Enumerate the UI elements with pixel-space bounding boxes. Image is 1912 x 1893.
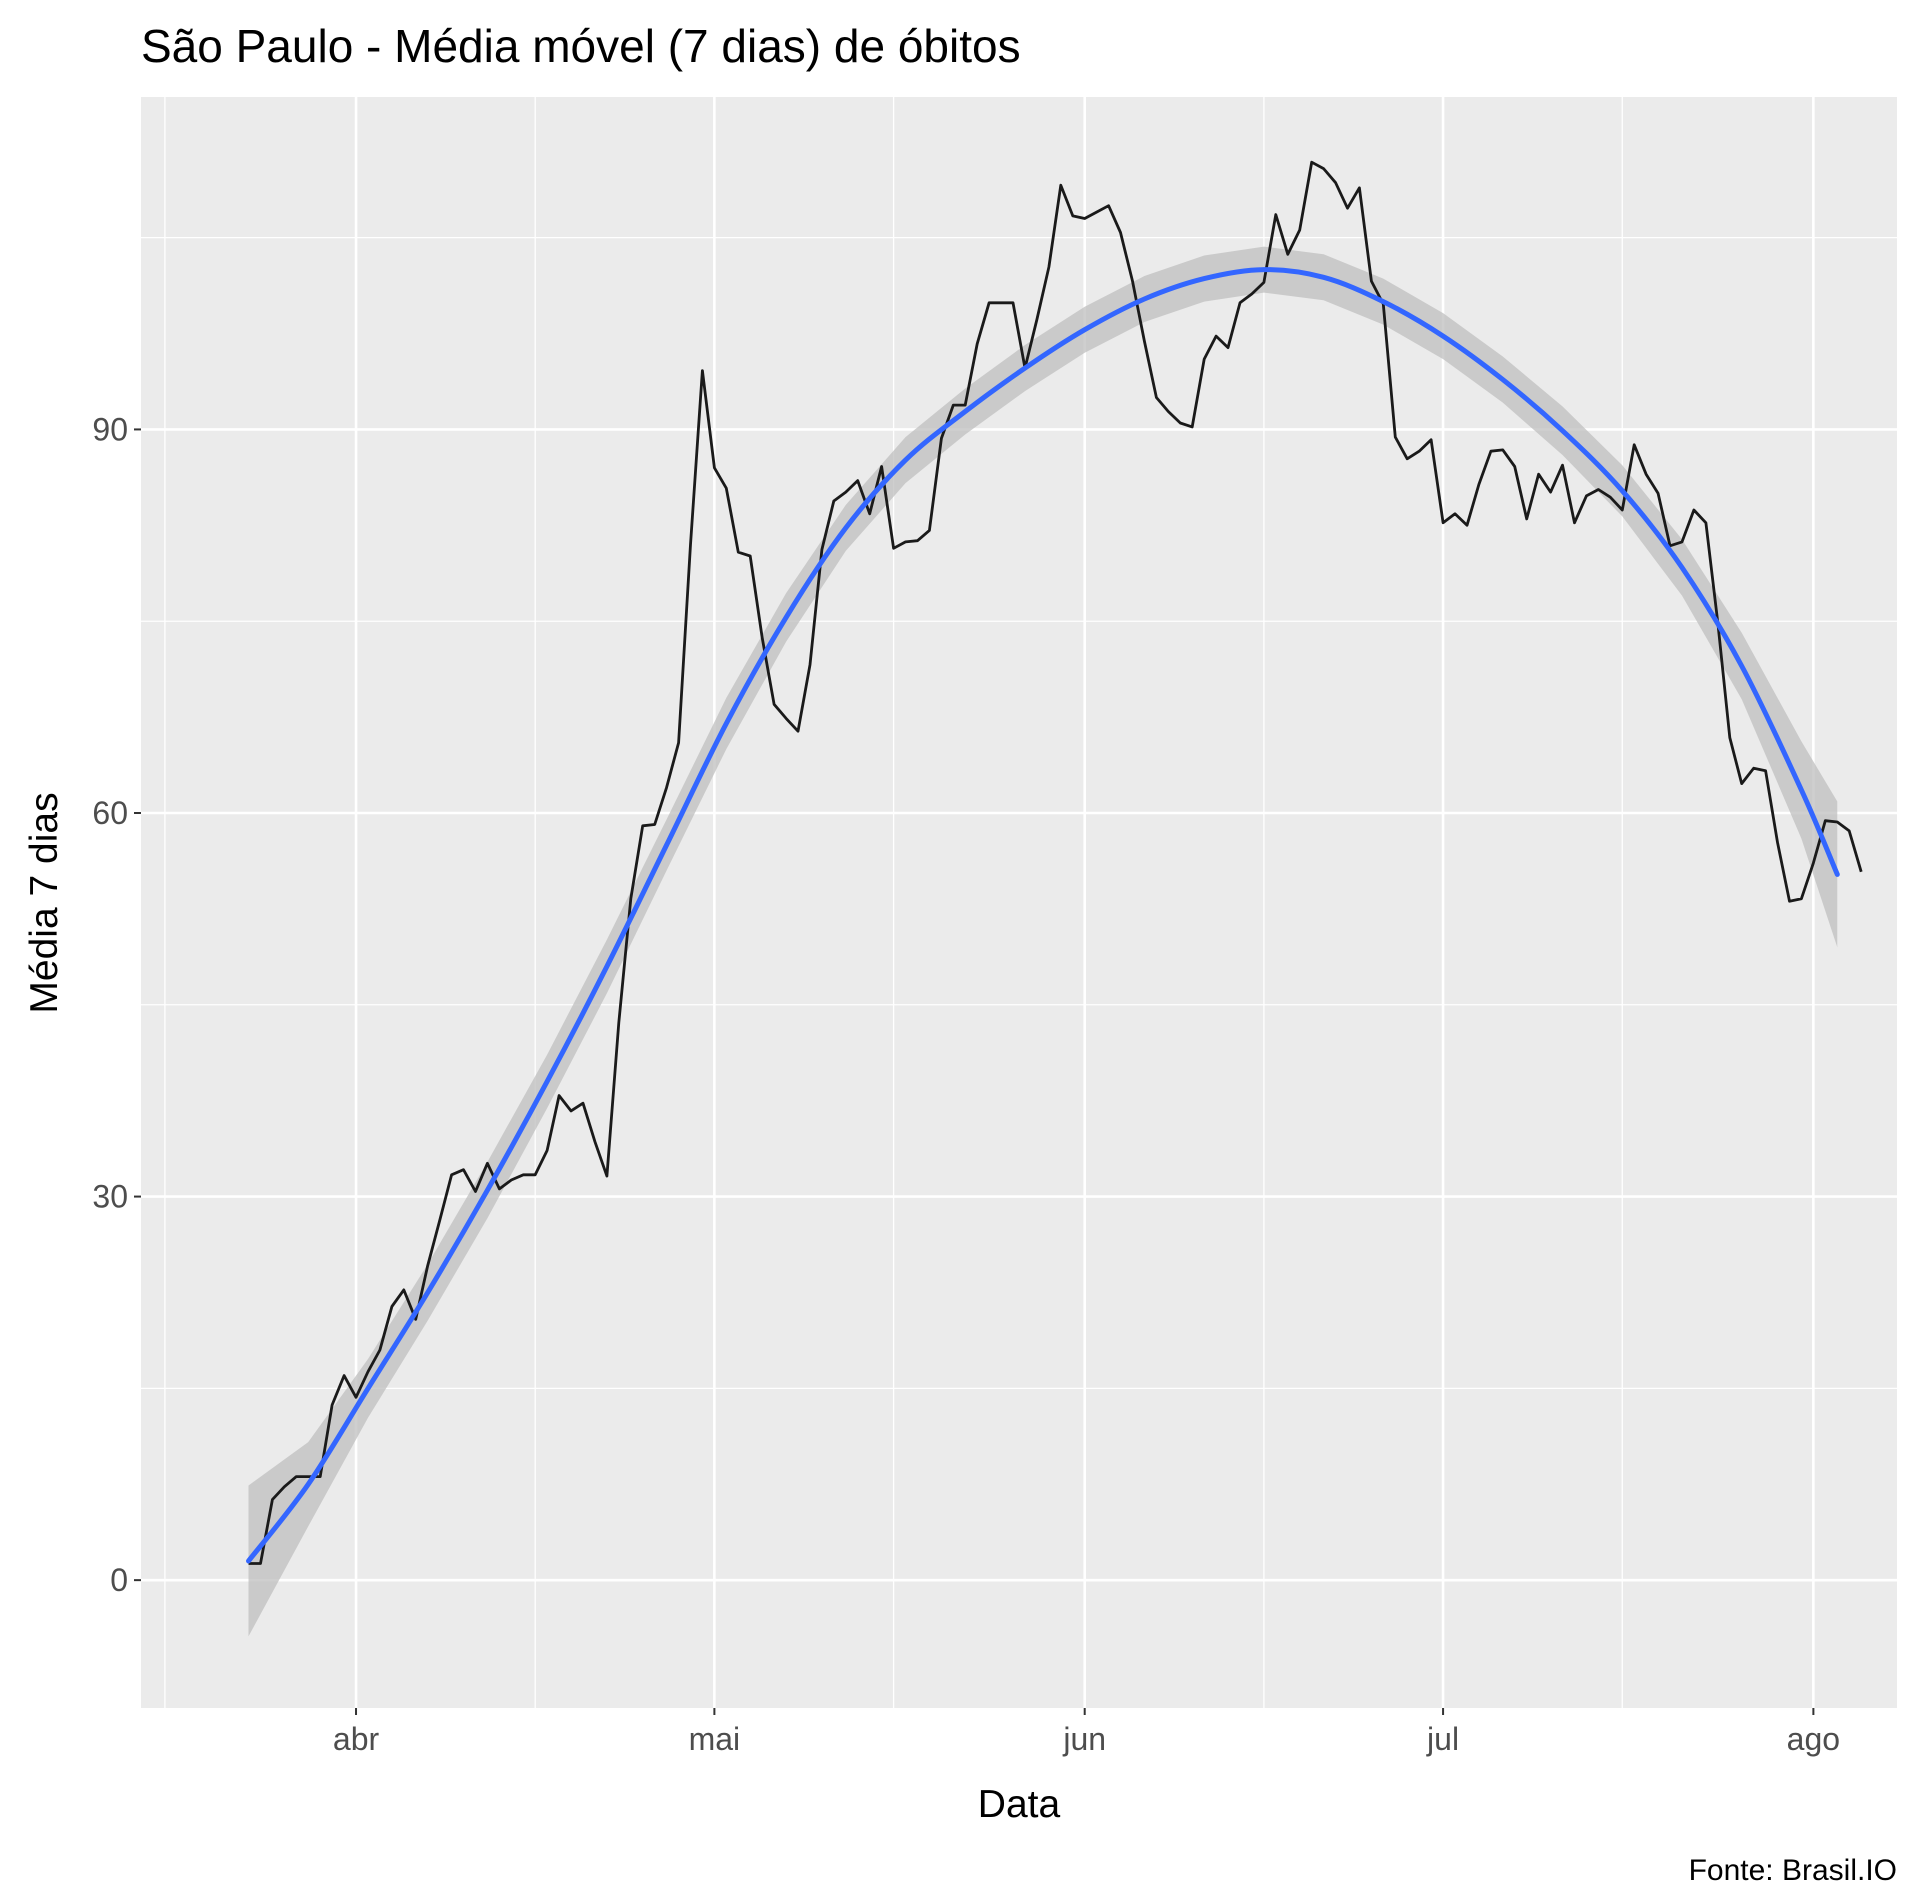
minor-gridlines (141, 97, 1897, 1708)
y-axis-title: Média 7 dias (23, 792, 66, 1013)
x-tick-label: abr (333, 1721, 380, 1757)
x-tick-label: jul (1426, 1721, 1459, 1757)
y-tick-label: 90 (92, 411, 128, 447)
y-tick-label: 60 (92, 795, 128, 831)
x-tick-label: ago (1787, 1721, 1840, 1757)
daily-series-line (248, 160, 1863, 1565)
daily-series-layer (248, 160, 1863, 1565)
smooth-trend-layer (246, 267, 1840, 1564)
x-axis-title: Data (978, 1783, 1061, 1826)
source-caption: Fonte: Brasil.IO (1689, 1854, 1897, 1887)
x-tick-label: mai (689, 1721, 741, 1757)
smooth-trend-line (246, 267, 1840, 1564)
x-tick-label: jun (1062, 1721, 1106, 1757)
major-gridlines (141, 97, 1897, 1708)
chart-title: São Paulo - Média móvel (7 dias) de óbit… (141, 20, 1021, 72)
y-tick-label: 0 (110, 1562, 128, 1598)
y-tick-label: 30 (92, 1179, 128, 1215)
x-axis: abr mai jun jul ago (333, 1708, 1840, 1757)
y-axis: 0 30 60 90 (92, 411, 141, 1598)
